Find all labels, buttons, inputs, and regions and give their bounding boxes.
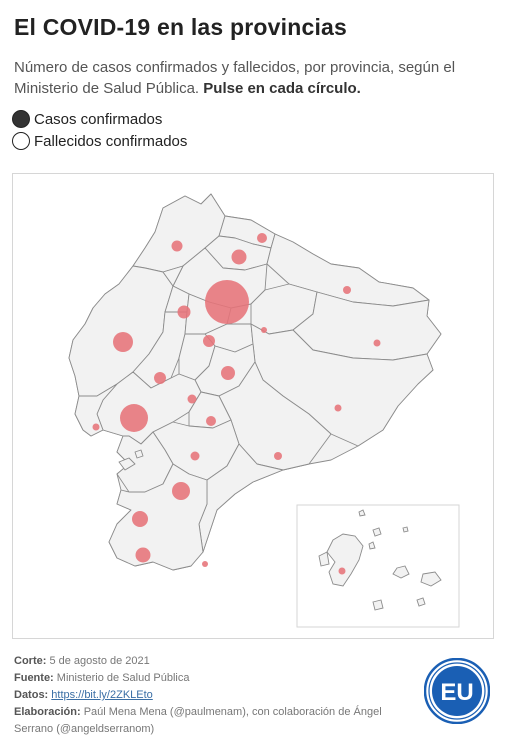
bubble-morona[interactable] [274,452,282,460]
bubble-zamora[interactable] [202,561,208,567]
credit-elaboracion: Elaboración: Paúl Mena Mena (@paulmenam)… [14,706,382,735]
bubble-carchi[interactable] [257,233,267,243]
subtitle-text: Número de casos confirmados y fallecidos… [14,59,456,97]
bubble-layer [92,233,381,575]
credit-datos: Datos: https://bit.ly/2ZKLEto [14,689,153,701]
legend-item-casos[interactable]: Casos confirmados [12,108,187,130]
ecuador-map[interactable] [13,174,493,638]
subtitle-cta: Pulse en cada círculo. [203,80,361,97]
bubble-esmeraldas[interactable] [171,240,183,252]
radio-empty-icon [12,132,30,150]
bubble-pastaza[interactable] [334,404,342,412]
credits: Corte: 5 de agosto de 2021 Fuente: Minis… [14,653,414,738]
bubble-santa-elena[interactable] [92,423,100,431]
bubble-el-oro[interactable] [132,511,148,527]
bubble-napo[interactable] [261,327,267,333]
radio-filled-icon [12,110,30,128]
bubble-los-rios[interactable] [154,372,166,384]
legend-item-fallecidos[interactable]: Fallecidos confirmados [12,130,187,152]
datos-link[interactable]: https://bit.ly/2ZKLEto [51,689,153,701]
page-title: El COVID-19 en las provincias [14,14,348,40]
bubble-santo-domingo[interactable] [177,305,191,319]
island-puna [118,457,136,471]
legend-label-casos: Casos confirmados [34,110,163,128]
bubble-manabi[interactable] [113,332,133,352]
bubble-bolivar[interactable] [187,394,197,404]
bubble-chimborazo[interactable] [206,416,216,426]
bubble-canar[interactable] [190,451,200,461]
page-subtitle: Número de casos confirmados y fallecidos… [14,57,494,99]
galapagos-islands [318,509,442,611]
bubble-azuay[interactable] [172,482,190,500]
bubble-imbabura[interactable] [231,249,247,265]
bubble-tungurahua[interactable] [221,366,235,380]
credit-fuente: Fuente: Ministerio de Salud Pública [14,672,190,684]
legend-label-fallecidos: Fallecidos confirmados [34,132,188,150]
map-frame [12,173,494,639]
island-small [134,449,144,459]
bubble-guayas[interactable] [120,404,148,432]
bubble-cotopaxi[interactable] [203,335,215,347]
province-santa-elena [74,383,118,437]
bubble-orellana[interactable] [373,339,381,347]
bubble-pichincha[interactable] [205,280,249,324]
metric-legend: Casos confirmados Fallecidos confirmados [12,108,187,152]
bubble-sucumbios[interactable] [343,286,351,294]
bubble-loja[interactable] [135,547,151,563]
logo-text: EU [440,679,473,706]
bubble-galapagos[interactable] [338,567,346,575]
credit-corte: Corte: 5 de agosto de 2021 [14,655,150,667]
eu-logo: EU [424,658,490,724]
